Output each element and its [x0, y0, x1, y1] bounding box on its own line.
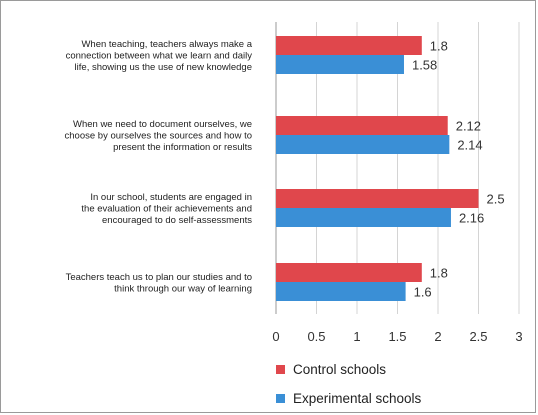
data-label: 1.58 — [412, 58, 437, 73]
legend-swatch — [276, 394, 285, 403]
data-label: 2.12 — [456, 119, 481, 134]
category-label: When we need to document ourselves, we ch… — [65, 119, 253, 153]
x-tick-label: 3 — [515, 329, 522, 344]
bar-experimental — [276, 55, 404, 74]
bar-experimental — [276, 282, 406, 301]
x-tick-label: 2.5 — [469, 329, 487, 344]
data-label: 1.8 — [430, 39, 448, 54]
category-label: In our school, students are engaged in th… — [81, 192, 252, 226]
data-label: 1.8 — [430, 266, 448, 281]
data-label: 2.5 — [487, 192, 505, 207]
x-tick-label: 2 — [434, 329, 441, 344]
bar-experimental — [276, 208, 451, 227]
bar-control — [276, 263, 422, 282]
legend-label: Experimental schools — [293, 391, 422, 406]
bar-control — [276, 189, 479, 208]
legend-label: Control schools — [293, 362, 386, 377]
data-label: 1.6 — [414, 285, 432, 300]
data-label: 2.16 — [459, 211, 484, 226]
category-label: Teachers teach us to plan our studies an… — [66, 272, 252, 295]
bar-control — [276, 36, 422, 55]
x-tick-label: 1 — [353, 329, 360, 344]
data-label: 2.14 — [457, 138, 482, 153]
x-tick-label: 0.5 — [307, 329, 325, 344]
category-label: When teaching, teachers always make a con… — [66, 39, 253, 73]
x-tick-label: 0 — [272, 329, 279, 344]
legend-swatch — [276, 365, 285, 374]
x-tick-label: 1.5 — [388, 329, 406, 344]
bar-experimental — [276, 135, 450, 154]
bar-control — [276, 116, 448, 135]
